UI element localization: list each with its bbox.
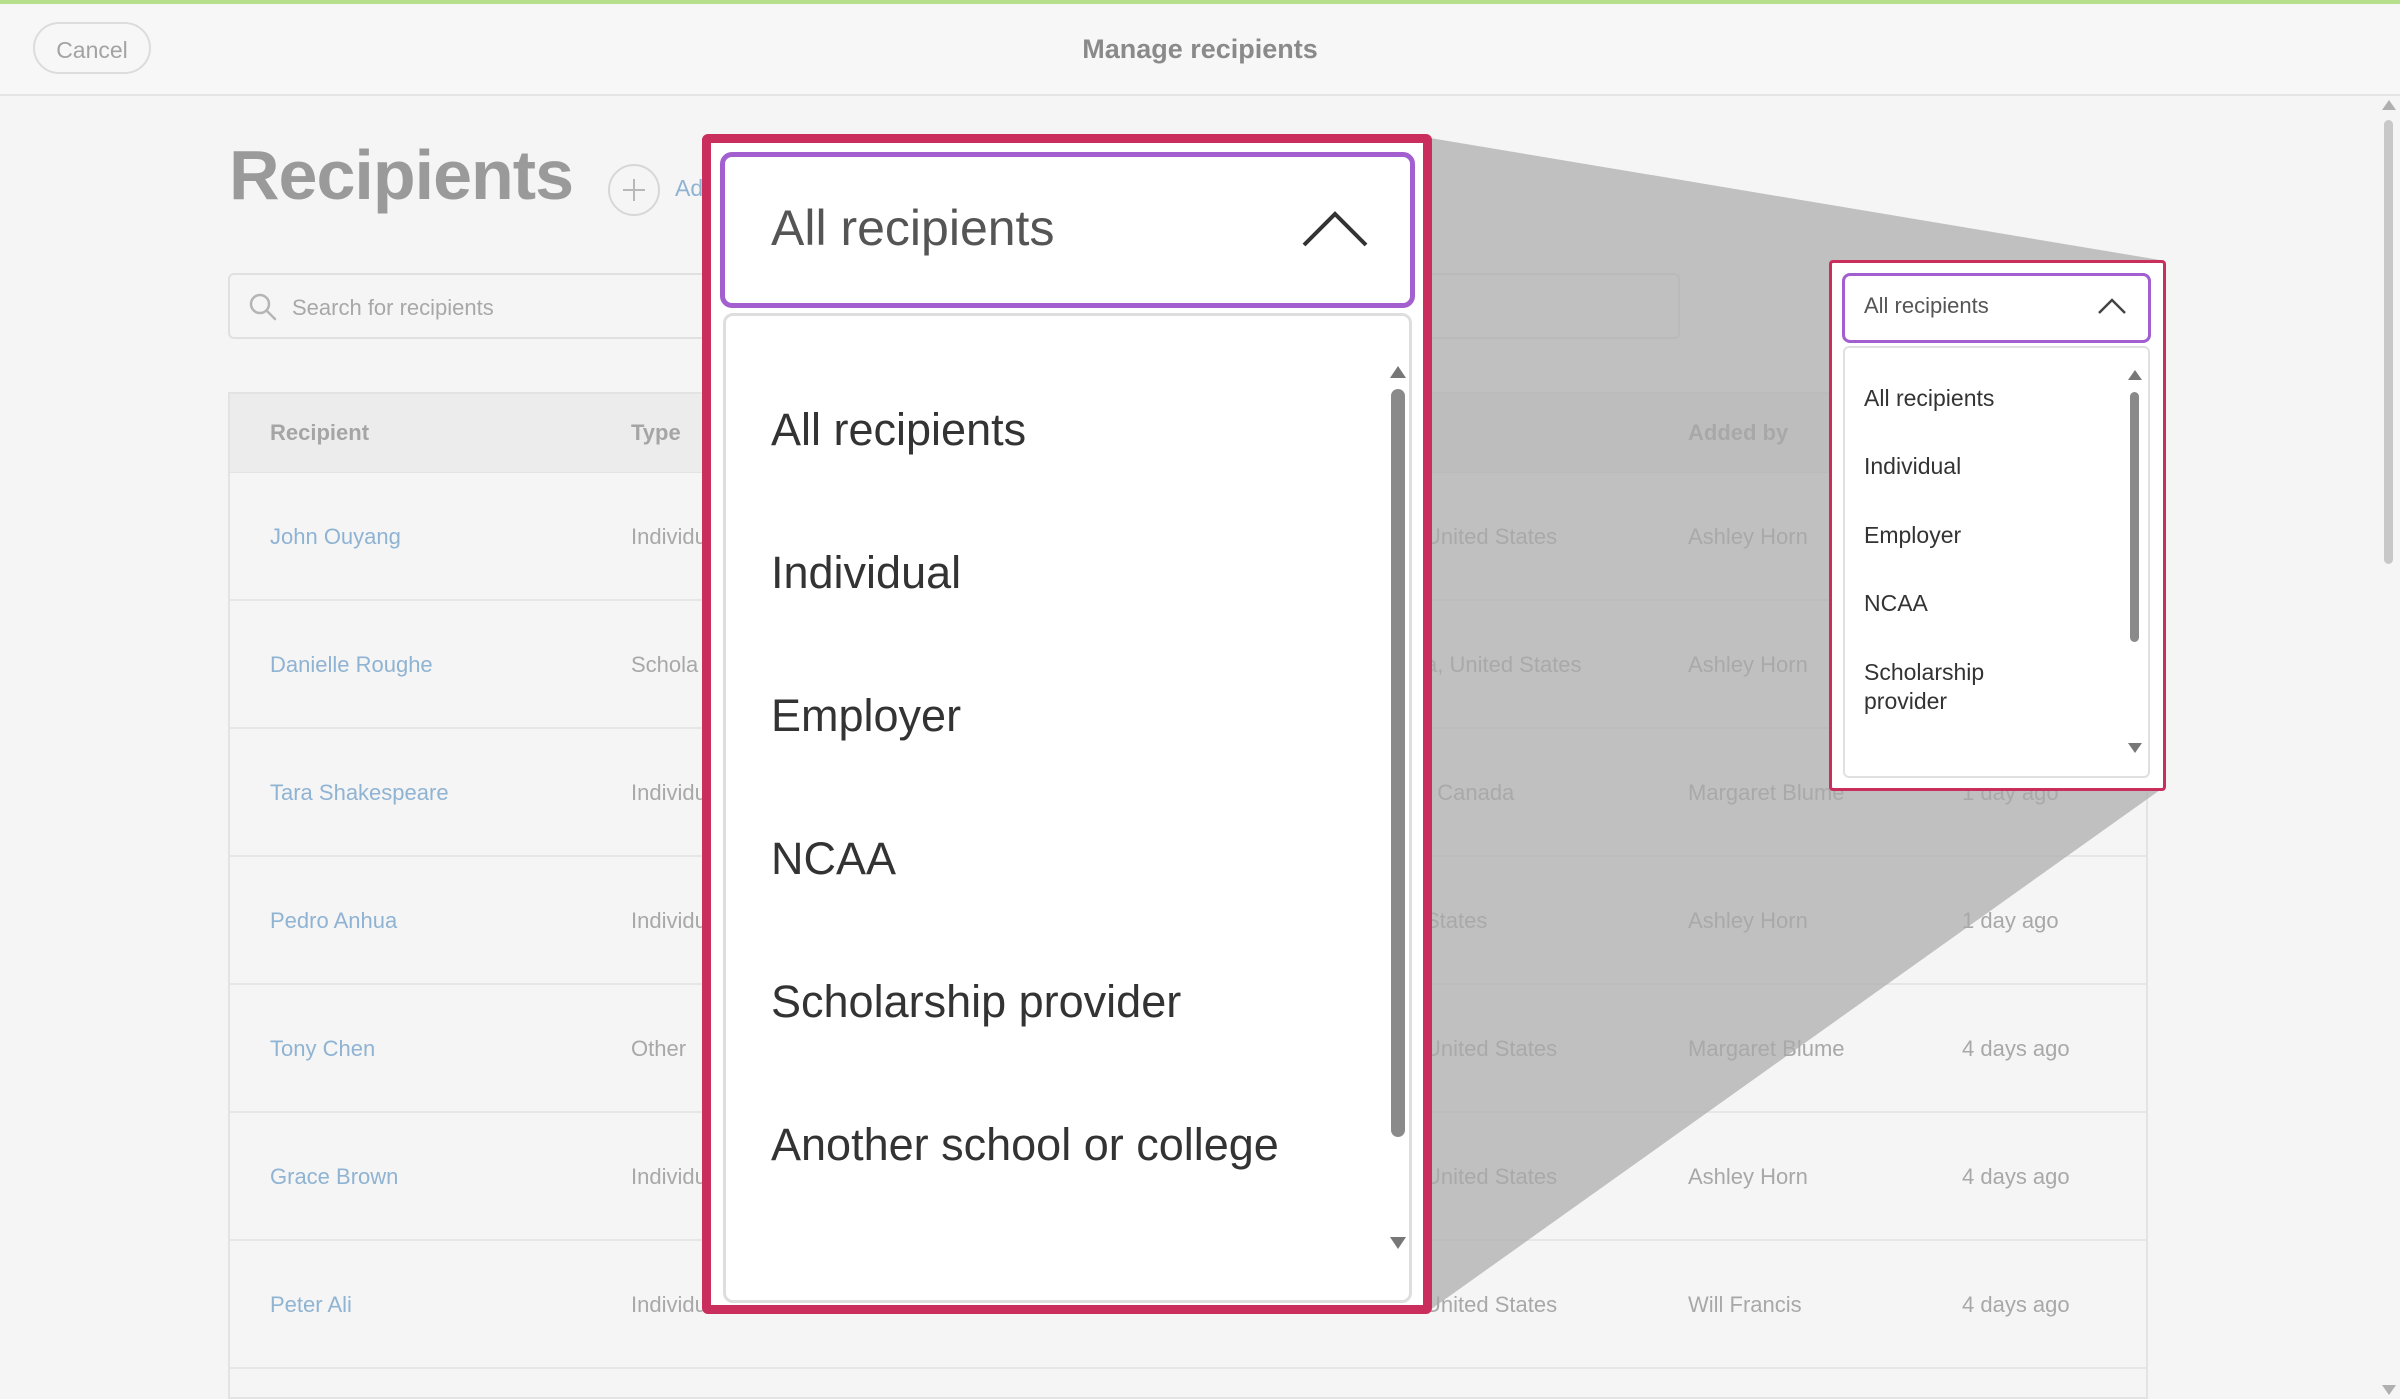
recipient-added-date: 4 days ago (1962, 1036, 2070, 1061)
zoomed-option-scholarship-provider[interactable]: Scholarship provider (771, 976, 1182, 1027)
top-bar (0, 4, 2400, 96)
recipient-location: United States (1425, 1036, 1558, 1061)
recipient-added-by: Will Francis (1688, 1292, 1802, 1317)
zoomed-option-ncaa[interactable]: NCAA (771, 833, 897, 884)
page-title: Recipients (229, 136, 574, 214)
zoomed-option-individual[interactable]: Individual (771, 547, 962, 598)
column-header-added-by[interactable]: Added by (1688, 420, 1789, 445)
cancel-button[interactable]: Cancel (33, 22, 151, 74)
page-scrollbar-thumb[interactable] (2384, 120, 2393, 564)
scroll-up-arrow-icon[interactable] (2382, 100, 2396, 110)
zoomed-option-all-recipients[interactable]: All recipients (771, 404, 1027, 455)
recipient-added-date: 4 days ago (1962, 1164, 2070, 1189)
list-scroll-down-icon[interactable] (2128, 743, 2142, 753)
column-header-type[interactable]: Type (631, 420, 681, 445)
recipient-added-date: 1 day ago (1962, 908, 2059, 933)
recipient-type: Individu (631, 780, 707, 805)
search-icon (249, 293, 277, 321)
zoomed-list-scrollbar-thumb[interactable] (1391, 389, 1405, 1137)
filter-option-ncaa[interactable]: NCAA (1864, 590, 1928, 616)
recipient-name-link[interactable]: Peter Ali (270, 1292, 352, 1317)
recipient-filter-select[interactable] (1842, 273, 2151, 343)
recipient-added-by: Ashley Horn (1688, 908, 1808, 933)
zoomed-recipient-filter-options (723, 313, 1412, 1303)
recipient-type: Schola (631, 652, 699, 677)
zoomed-recipient-filter-select[interactable] (720, 152, 1415, 308)
search-input[interactable] (290, 283, 694, 333)
recipient-location: , Canada (1425, 780, 1515, 805)
zoomed-option-another-school[interactable]: Another school or college (771, 1119, 1279, 1170)
recipient-location: States (1425, 908, 1488, 933)
recipient-added-by: Ashley Horn (1688, 652, 1808, 677)
recipient-added-by: Margaret Blume (1688, 1036, 1845, 1061)
zoomed-list-scroll-down-icon[interactable] (1390, 1237, 1406, 1249)
page-scrollbar[interactable] (2378, 96, 2400, 1399)
recipient-added-by: Ashley Horn (1688, 524, 1808, 549)
add-recipient-icon[interactable] (608, 164, 660, 216)
recipient-name-link[interactable]: Grace Brown (270, 1164, 399, 1189)
recipient-location: United States (1425, 1164, 1558, 1189)
recipient-type: Individu (631, 1292, 707, 1317)
scroll-down-arrow-icon[interactable] (2382, 1385, 2396, 1395)
filter-option-employer[interactable]: Employer (1864, 522, 1962, 548)
chevron-up-icon[interactable] (2096, 296, 2128, 316)
filter-option-individual[interactable]: Individual (1864, 453, 1962, 479)
recipient-location: United States (1425, 524, 1558, 549)
recipient-name-link[interactable]: Tony Chen (270, 1036, 376, 1061)
recipient-name-link[interactable]: Pedro Anhua (270, 908, 398, 933)
recipient-added-date: 4 days ago (1962, 1292, 2070, 1317)
recipient-filter-options (1843, 346, 2150, 778)
zoomed-recipient-filter-value: All recipients (771, 200, 1055, 256)
add-recipient-label[interactable]: Ad (675, 175, 704, 201)
recipient-filter-value: All recipients (1864, 293, 1989, 318)
recipient-type: Individu (631, 1164, 707, 1189)
zoomed-list-scroll-up-icon[interactable] (1390, 366, 1406, 378)
column-header-recipient[interactable]: Recipient (270, 420, 370, 445)
recipient-name-link[interactable]: Danielle Roughe (270, 652, 433, 677)
recipient-type: Individu (631, 908, 707, 933)
recipient-location: a, United States (1425, 652, 1582, 677)
filter-option-all-recipients[interactable]: All recipients (1864, 385, 1995, 411)
filter-option-scholarship-provider[interactable]: Scholarship provider (1864, 659, 1985, 714)
recipient-added-by: Margaret Blume (1688, 780, 1845, 805)
recipient-type: Individu (631, 524, 707, 549)
recipient-type: Other (631, 1036, 687, 1061)
chevron-up-icon[interactable] (1300, 207, 1370, 251)
recipient-location: United States (1425, 1292, 1558, 1317)
recipient-name-link[interactable]: Tara Shakespeare (270, 780, 449, 805)
list-scroll-up-icon[interactable] (2128, 370, 2142, 380)
recipient-name-link[interactable]: John Ouyang (270, 524, 401, 549)
progress-line (0, 0, 2400, 4)
zoomed-option-employer[interactable]: Employer (771, 690, 962, 741)
recipient-added-by: Ashley Horn (1688, 1164, 1808, 1189)
list-scrollbar-thumb[interactable] (2130, 392, 2139, 642)
